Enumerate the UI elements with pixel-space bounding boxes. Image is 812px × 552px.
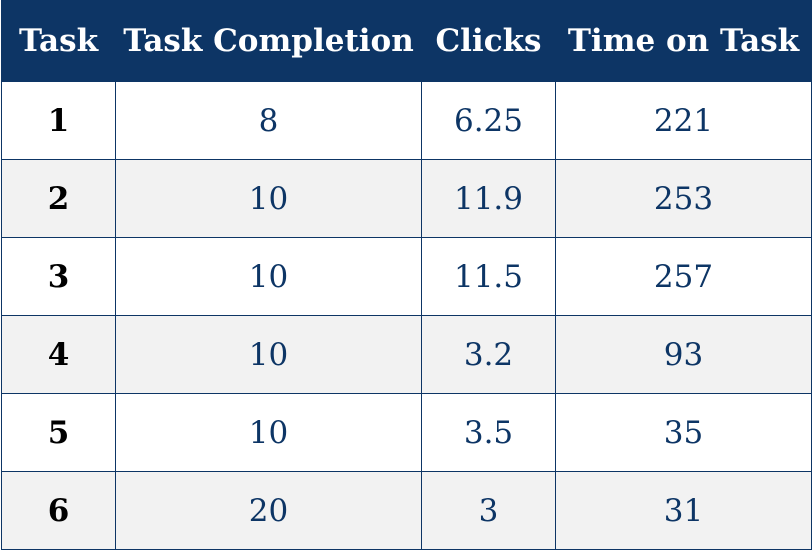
header-row: Task Task Completion Clicks Time on Task bbox=[1, 0, 812, 82]
cell-task-completion: 10 bbox=[115, 159, 422, 238]
table-row: 4 10 3.2 93 bbox=[1, 315, 812, 394]
header-time-on-task: Time on Task bbox=[555, 0, 812, 82]
cell-clicks: 6.25 bbox=[421, 81, 556, 160]
table-row: 2 10 11.9 253 bbox=[1, 159, 812, 238]
cell-task-completion: 20 bbox=[115, 471, 422, 550]
cell-clicks: 11.9 bbox=[421, 159, 556, 238]
cell-clicks: 11.5 bbox=[421, 237, 556, 316]
cell-clicks: 3.5 bbox=[421, 393, 556, 472]
cell-time-on-task: 93 bbox=[555, 315, 812, 394]
table-row: 6 20 3 31 bbox=[1, 471, 812, 550]
table-header: Task Task Completion Clicks Time on Task bbox=[1, 0, 812, 82]
cell-clicks: 3.2 bbox=[421, 315, 556, 394]
cell-task-completion: 10 bbox=[115, 237, 422, 316]
cell-task-completion: 10 bbox=[115, 393, 422, 472]
cell-time-on-task: 253 bbox=[555, 159, 812, 238]
cell-task: 6 bbox=[1, 471, 116, 550]
cell-time-on-task: 35 bbox=[555, 393, 812, 472]
cell-time-on-task: 221 bbox=[555, 81, 812, 160]
table-row: 1 8 6.25 221 bbox=[1, 81, 812, 160]
header-task-completion: Task Completion bbox=[115, 0, 422, 82]
cell-clicks: 3 bbox=[421, 471, 556, 550]
cell-task: 4 bbox=[1, 315, 116, 394]
cell-task: 1 bbox=[1, 81, 116, 160]
cell-task-completion: 10 bbox=[115, 315, 422, 394]
table-row: 3 10 11.5 257 bbox=[1, 237, 812, 316]
cell-time-on-task: 31 bbox=[555, 471, 812, 550]
table-body: 1 8 6.25 221 2 10 11.9 253 3 10 11.5 257… bbox=[1, 81, 812, 550]
cell-task: 3 bbox=[1, 237, 116, 316]
header-clicks: Clicks bbox=[421, 0, 556, 82]
cell-task: 5 bbox=[1, 393, 116, 472]
table-row: 5 10 3.5 35 bbox=[1, 393, 812, 472]
header-task: Task bbox=[1, 0, 116, 82]
cell-task: 2 bbox=[1, 159, 116, 238]
cell-task-completion: 8 bbox=[115, 81, 422, 160]
cell-time-on-task: 257 bbox=[555, 237, 812, 316]
